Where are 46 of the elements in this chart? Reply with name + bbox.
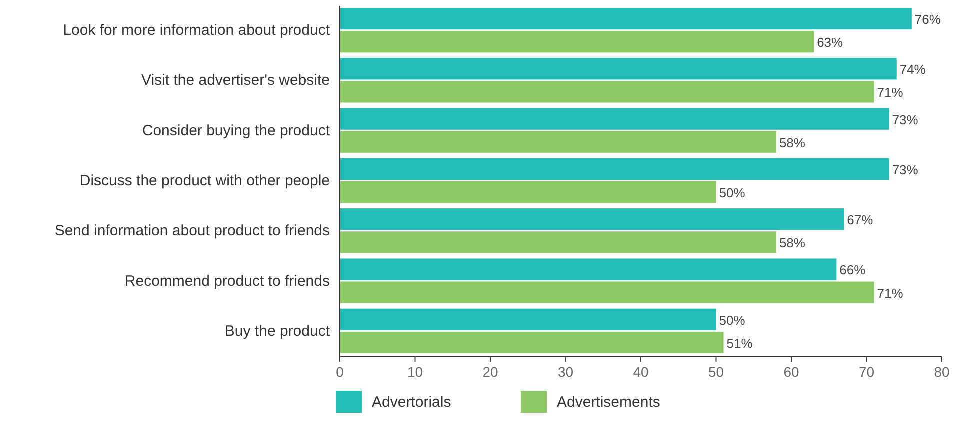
- data-label: 73%: [892, 162, 919, 178]
- y-tick-label: Buy the product: [224, 322, 331, 340]
- bar: [340, 8, 912, 30]
- bar: [340, 58, 897, 80]
- y-tick-label: Consider buying the product: [142, 122, 331, 140]
- bar: [340, 108, 890, 130]
- y-tick-label: Discuss the product with other people: [80, 172, 330, 190]
- data-label: 66%: [840, 262, 866, 278]
- legend-label: Advertorials: [372, 394, 452, 411]
- x-tick-label: 40: [633, 364, 649, 380]
- x-tick-label: 60: [784, 364, 800, 380]
- bar: [340, 182, 716, 204]
- data-label: 58%: [779, 135, 806, 150]
- data-label: 74%: [900, 62, 926, 78]
- bar: [340, 208, 844, 230]
- data-label: 63%: [817, 35, 844, 50]
- data-label: 50%: [719, 312, 746, 328]
- data-label: 58%: [779, 236, 806, 251]
- bar: [340, 158, 890, 180]
- bar: [340, 258, 837, 280]
- x-tick-label: 80: [934, 364, 950, 380]
- bar: [340, 282, 874, 304]
- x-tick-label: 10: [407, 364, 424, 380]
- x-tick-label: 20: [482, 364, 498, 380]
- y-tick-label: Look for more information about product: [63, 22, 331, 40]
- bar: [340, 232, 776, 254]
- data-label: 76%: [914, 12, 942, 27]
- bar: [340, 308, 716, 330]
- legend-label: Advertisements: [557, 394, 660, 411]
- x-tick-label: 50: [708, 364, 724, 380]
- x-tick-label: 30: [558, 364, 574, 380]
- data-label: 67%: [847, 212, 874, 228]
- bar: [340, 31, 814, 53]
- y-tick-label: Send information about product to friends: [54, 222, 330, 240]
- x-tick-label: 70: [858, 364, 875, 380]
- data-label: 71%: [877, 286, 904, 301]
- bar: [340, 332, 724, 354]
- data-label: 73%: [892, 112, 919, 128]
- bar: [340, 81, 874, 103]
- data-label: 51%: [726, 336, 754, 351]
- y-tick-label: Visit the advertiser's website: [141, 72, 330, 90]
- x-tick-label: 0: [336, 364, 344, 380]
- bar: [340, 131, 776, 153]
- y-tick-label: Recommend product to friends: [124, 272, 330, 290]
- data-label: 50%: [719, 185, 746, 200]
- data-label: 71%: [877, 85, 904, 100]
